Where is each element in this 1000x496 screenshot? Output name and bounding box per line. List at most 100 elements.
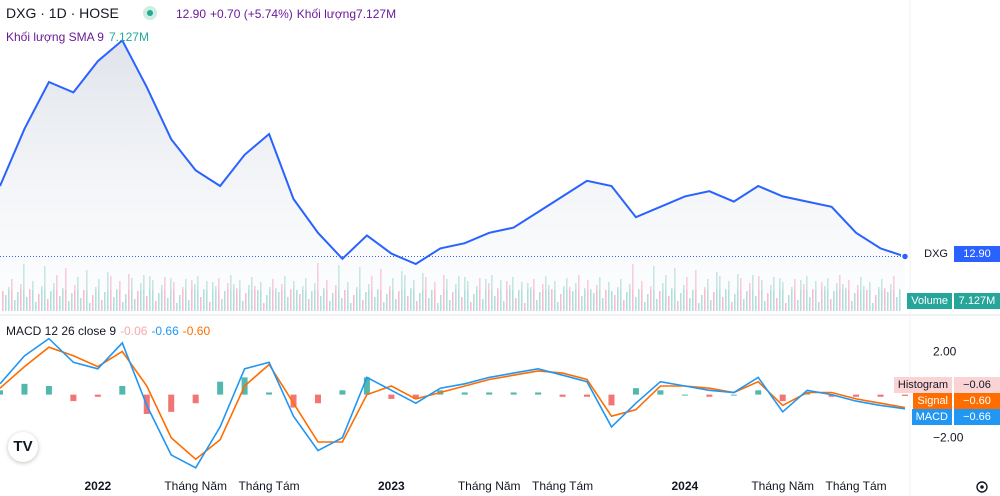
volume-bar [230,275,232,311]
volume-bar [197,276,199,311]
histogram-bar [877,394,884,397]
volume-bar [371,276,373,311]
volume-bar [899,289,901,311]
volume-bar [122,302,124,311]
volume-bar [845,288,847,311]
volume-bar [170,278,172,311]
volume-bar [887,292,889,311]
volume-bar [794,279,796,311]
volume-bar [704,287,706,311]
volume-bar [872,303,874,311]
volume-bar [290,289,292,311]
symbol-title[interactable]: DXG · 1D · HOSE [6,5,119,21]
volume-bar [389,286,391,311]
volume-bar [164,277,166,311]
volume-bar [530,287,532,311]
histogram-bar [828,394,835,397]
market-status-icon [143,6,157,20]
volume-bar [677,301,679,311]
volume-bar [35,302,37,311]
volume-bar [260,282,262,311]
volume-bar [95,287,97,311]
volume-bar [707,279,709,311]
volume-bar [476,286,478,311]
volume-bar [626,292,628,311]
volume-sma-legend[interactable]: Khối lượng SMA 9 7.127M [6,30,149,44]
histogram-tag-name: Histogram [893,377,952,393]
volume-bar [302,286,304,311]
volume-bar [662,283,664,311]
volume-bar [560,294,562,311]
signal-line [0,346,906,461]
volume-bar [200,297,202,311]
volume-bar [863,286,865,311]
histogram-bar [0,390,3,395]
histogram-bar [290,394,297,408]
volume-bar [542,284,544,311]
macd-legend-histogram: -0.06 [120,324,148,338]
signal-tag-name: Signal [913,393,952,409]
volume-bar [728,281,730,311]
volume-bar [587,280,589,311]
volume-tag-name: Volume [907,293,952,309]
volume-bar [773,277,775,311]
volume-bar [683,285,685,311]
volume-bar [506,281,508,311]
volume-bar [92,295,94,311]
histogram-bar [486,392,493,395]
gear-icon[interactable] [975,480,989,494]
volume-bar [404,275,406,311]
volume-bar [155,301,157,311]
volume-bar [143,275,145,311]
volume-bar [311,291,313,311]
volume-bar [764,301,766,311]
volume-bar [227,283,229,311]
volume-bar [842,284,844,311]
volume-bar [245,293,247,311]
volume-bar [482,299,484,311]
histogram-bar [21,383,28,395]
volume-bar [548,285,550,311]
volume-bar [113,297,115,311]
volume-bar [101,300,103,311]
histogram-bar [461,392,468,395]
tradingview-logo[interactable]: TV [8,432,38,462]
volume-bar [890,284,892,311]
volume-bar [71,293,73,311]
volume-bar [611,291,613,311]
volume-bar [86,270,88,311]
histogram-bar [119,386,126,395]
volume-bar [11,279,13,311]
volume-bar [224,291,226,311]
volume-bar [554,281,556,311]
volume-bar [368,284,370,311]
volume-bar [284,276,286,311]
volume-bar [752,275,754,311]
volume-bar [755,296,757,311]
macd-legend[interactable]: MACD 12 26 close 9 -0.06 -0.66 -0.60 [6,324,210,338]
volume-bar [893,276,895,311]
volume-bar [557,302,559,311]
histogram-bar [70,394,77,402]
volume-bar [485,279,487,311]
volume-bar [731,302,733,311]
volume-bar [62,288,64,311]
macd-tag-value: −0.66 [954,409,1000,425]
volume-bar [800,280,802,311]
macd-y-tick-label: 2.00 [933,345,957,359]
volume-tag: Volume 7.127M [904,293,1000,309]
volume-bar [515,298,517,311]
macd-legend-signal: -0.60 [182,324,211,338]
volume-bar [398,291,400,311]
volume-bar [395,299,397,311]
last-price-point [900,252,910,261]
volume-bar [734,294,736,311]
volume-bar [494,296,496,311]
volume-bar [347,282,349,311]
price-tag-name: DXG [920,246,952,262]
volume-bar [578,275,580,311]
volume-bar [128,274,130,311]
volume-bar [305,278,307,311]
volume-bar [443,275,445,311]
